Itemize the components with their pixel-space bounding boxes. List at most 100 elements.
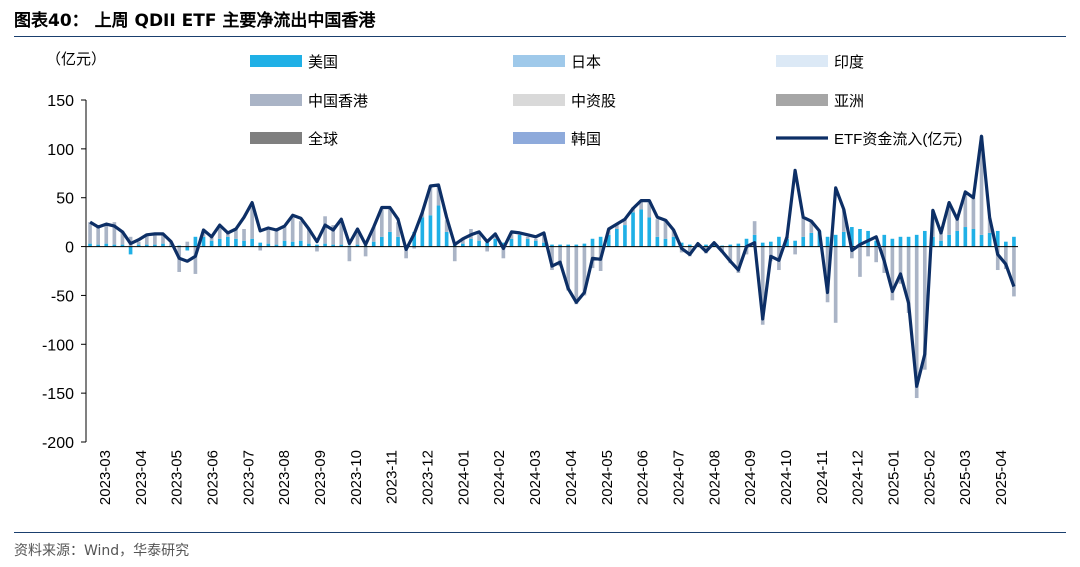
bar-segment [574, 246, 579, 305]
title-divider [14, 36, 1066, 37]
x-tick-label: 2023-12 [420, 450, 437, 505]
bar-segment [347, 246, 352, 262]
bar-segment [793, 246, 797, 255]
bar-segment [979, 234, 984, 247]
bar-segment [371, 241, 376, 247]
bar-segment [752, 221, 757, 235]
bar-segment [655, 219, 660, 237]
bar-segment [558, 246, 562, 267]
bar-segment [590, 238, 595, 247]
x-tick-label: 2025-03 [957, 450, 974, 505]
bar-segment [250, 207, 254, 239]
bar-segment [542, 242, 546, 247]
bar-segment [890, 246, 895, 301]
bar-segment [161, 233, 165, 244]
bar-segment [874, 246, 878, 263]
bar-segment [404, 246, 408, 259]
bar-segment [209, 236, 214, 241]
bar-segment [363, 246, 368, 257]
legend-swatch [513, 94, 565, 106]
x-tick-label: 2024-10 [778, 450, 795, 505]
bar-segment [914, 246, 919, 399]
bar-segment [274, 229, 279, 245]
bar-segment [128, 246, 133, 255]
y-tick-label: 50 [56, 191, 74, 208]
bar-segment [793, 240, 797, 247]
legend-label: 中国香港 [308, 93, 368, 110]
bar-segment [858, 246, 862, 277]
legend-label: 全球 [308, 130, 338, 148]
bar-segment [242, 228, 246, 241]
bar-segment [533, 240, 538, 247]
bar-segment [566, 244, 571, 247]
bar-segment [501, 246, 506, 259]
bar-segment [290, 241, 295, 247]
bar-segment [841, 209, 846, 232]
bar-segment [428, 185, 433, 216]
source-note: 资料来源：Wind，华泰研究 [14, 543, 190, 559]
bar-segment [112, 244, 117, 247]
y-axis: 150 100 50 0 -50 -100 -150 -200 [42, 93, 87, 452]
bar-segment [647, 202, 652, 218]
bar-segment [866, 246, 870, 257]
bar-segment [298, 240, 303, 247]
legend-label: 印度 [834, 54, 864, 71]
x-tick-label: 2023-07 [240, 450, 257, 505]
legend-label: ETF资金流入(亿元) [834, 131, 962, 148]
bar-segment [477, 232, 481, 241]
y-unit-label: （亿元） [46, 51, 106, 68]
x-tick-label: 2023-06 [204, 450, 221, 505]
bar-segment [282, 240, 287, 247]
bar-segment [88, 222, 92, 244]
bar-segment [144, 244, 149, 247]
bar-segment [906, 236, 911, 247]
bar-segment [922, 230, 927, 247]
bar-segment [566, 246, 571, 291]
bar-segment [477, 240, 481, 247]
bar-segment [298, 221, 303, 241]
legend-swatch [250, 55, 302, 67]
bar-segment [242, 240, 246, 247]
bar-segment [436, 185, 441, 206]
bar-segment [193, 236, 198, 247]
bar-segment [687, 246, 692, 257]
bar-segment [525, 238, 530, 247]
x-tick-label: 2025-04 [993, 450, 1010, 505]
bar-segment [809, 221, 814, 233]
bar-segment [234, 238, 238, 247]
bar-segment [809, 232, 814, 247]
bar-segment [1012, 246, 1016, 297]
x-tick-label: 2024-03 [527, 450, 544, 505]
bar-segment [922, 246, 927, 370]
legend-label: 韩国 [571, 131, 601, 148]
bar-segment [736, 246, 741, 273]
bar-segment [501, 242, 506, 247]
bar-segment [623, 225, 627, 247]
x-tick-label: 2023-04 [133, 450, 150, 505]
legend-swatch [776, 55, 828, 67]
x-tick-label: 2023-03 [97, 450, 114, 505]
bar-segment [144, 234, 149, 245]
bar-segment [217, 225, 222, 239]
bar-segment [712, 243, 716, 247]
bar-segment [663, 219, 668, 239]
bar-segment [331, 225, 336, 245]
bar-segment [201, 236, 206, 247]
bar-segment [550, 244, 554, 247]
bar-segment [955, 230, 960, 247]
bar-segment [882, 234, 887, 247]
y-tick-label: -200 [42, 435, 74, 452]
bar-segment [866, 230, 870, 247]
legend-swatch [250, 94, 302, 106]
bar-segment [704, 244, 708, 247]
legend-swatch [513, 132, 565, 144]
bar-segment [339, 244, 344, 247]
bar-segment [461, 238, 465, 244]
bar-segment [444, 231, 449, 247]
bar-segment [420, 217, 425, 247]
bar-segment [533, 238, 538, 241]
bar-segment [987, 217, 992, 233]
bar-segment [874, 240, 878, 247]
bar-segment [598, 236, 603, 247]
y-tick-label: 100 [47, 142, 74, 159]
